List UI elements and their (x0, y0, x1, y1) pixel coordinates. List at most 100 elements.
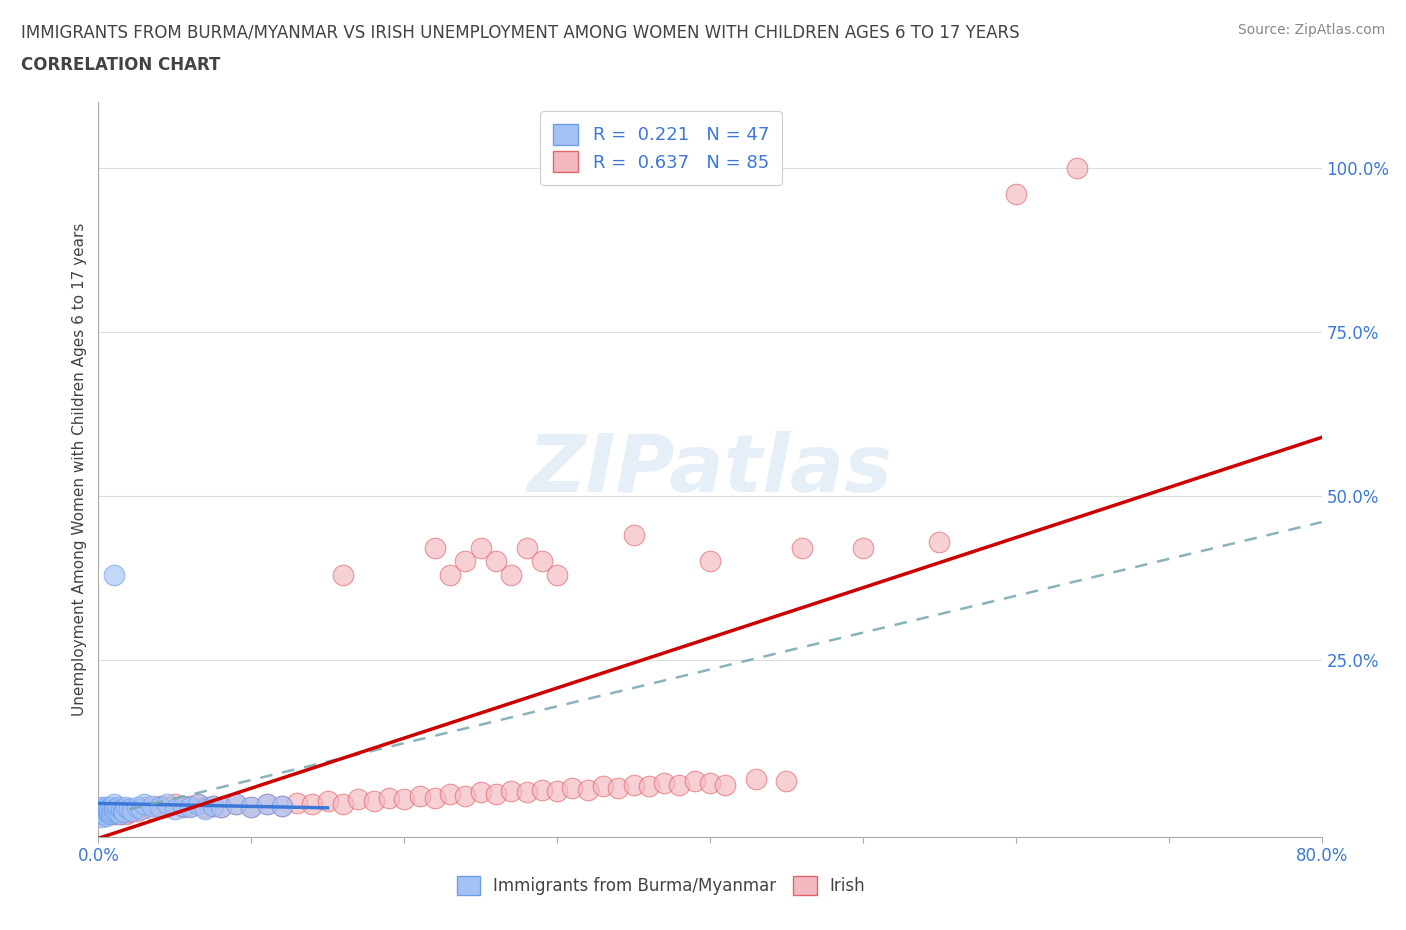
Point (332, 567, 354, 582)
Y-axis label: Unemployment Among Women with Children Ages 6 to 17 years: Unemployment Among Women with Children A… (72, 223, 87, 716)
Point (454, 789, 477, 804)
Point (392, 791, 416, 806)
Point (652, 776, 675, 790)
Point (100, 800, 122, 815)
Point (316, 793, 339, 808)
Point (89, 806, 111, 821)
Point (187, 797, 209, 812)
Point (172, 798, 194, 813)
Point (423, 790, 446, 805)
Point (179, 800, 201, 815)
Point (332, 797, 354, 812)
Point (108, 806, 131, 821)
Point (485, 787, 508, 802)
Point (301, 797, 323, 812)
Point (93, 804, 115, 818)
Point (470, 541, 492, 556)
Point (852, 541, 875, 556)
Point (285, 795, 308, 810)
Point (423, 541, 446, 556)
Point (112, 804, 135, 818)
Point (107, 800, 129, 815)
Point (111, 804, 134, 818)
Point (546, 567, 568, 582)
Point (156, 797, 179, 812)
Point (683, 774, 706, 789)
Point (100, 806, 122, 821)
Point (576, 782, 599, 797)
Point (118, 804, 141, 819)
Point (623, 528, 645, 543)
Point (546, 784, 568, 799)
Point (100, 806, 122, 821)
Text: IMMIGRANTS FROM BURMA/MYANMAR VS IRISH UNEMPLOYMENT AMONG WOMEN WITH CHILDREN AG: IMMIGRANTS FROM BURMA/MYANMAR VS IRISH U… (21, 23, 1019, 41)
Point (103, 567, 125, 582)
Point (104, 802, 127, 817)
Point (91, 802, 114, 817)
Point (256, 797, 278, 812)
Point (141, 802, 163, 817)
Point (194, 800, 217, 815)
Point (699, 776, 721, 790)
Point (94, 806, 117, 821)
Point (592, 778, 614, 793)
Point (134, 797, 156, 812)
Point (90, 800, 112, 815)
Point (240, 800, 263, 815)
Point (105, 804, 128, 819)
Point (103, 804, 125, 818)
Point (347, 791, 370, 806)
Point (125, 800, 148, 815)
Point (501, 784, 523, 799)
Point (105, 804, 128, 819)
Point (202, 798, 225, 813)
Point (89, 806, 111, 821)
Point (699, 554, 721, 569)
Point (623, 777, 645, 792)
Point (134, 800, 156, 815)
Point (501, 567, 523, 582)
Point (117, 802, 139, 817)
Point (637, 778, 661, 793)
Point (439, 567, 461, 582)
Point (714, 777, 737, 792)
Point (111, 804, 134, 819)
Point (745, 772, 768, 787)
Point (516, 785, 538, 800)
Point (125, 804, 148, 818)
Point (156, 800, 179, 815)
Point (149, 800, 172, 815)
Point (225, 797, 247, 812)
Point (240, 800, 263, 815)
Text: ZIPatlas: ZIPatlas (527, 431, 893, 509)
Point (104, 806, 127, 821)
Point (928, 535, 950, 550)
Point (98, 806, 121, 821)
Point (209, 800, 232, 815)
Point (115, 806, 138, 821)
Point (561, 780, 583, 795)
Point (163, 802, 186, 817)
Point (163, 797, 186, 812)
Point (194, 802, 217, 817)
Point (172, 800, 194, 815)
Point (93, 804, 115, 818)
Point (97, 804, 120, 819)
Point (270, 798, 292, 813)
Point (93, 806, 115, 821)
Point (112, 804, 135, 819)
Point (1004, 187, 1026, 202)
Point (97, 804, 120, 819)
Point (179, 798, 201, 813)
Point (470, 785, 492, 800)
Point (110, 802, 132, 817)
Point (607, 780, 630, 795)
Point (101, 804, 124, 819)
Point (530, 554, 553, 569)
Point (110, 802, 132, 817)
Point (256, 797, 278, 812)
Point (101, 804, 124, 819)
Text: Source: ZipAtlas.com: Source: ZipAtlas.com (1237, 23, 1385, 37)
Point (91, 806, 114, 821)
Point (1066, 161, 1088, 176)
